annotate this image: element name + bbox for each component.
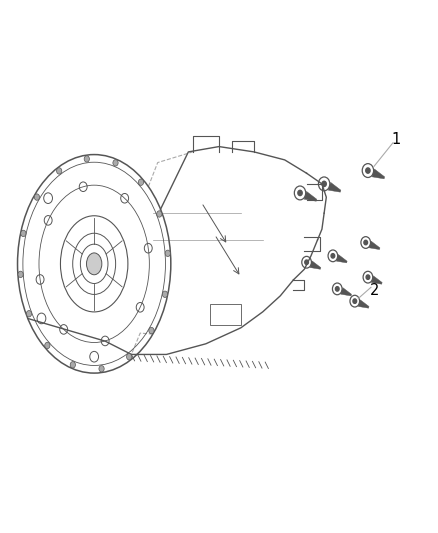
Polygon shape <box>372 169 385 179</box>
Circle shape <box>113 160 118 166</box>
Circle shape <box>26 311 32 317</box>
Circle shape <box>353 299 357 303</box>
Circle shape <box>18 271 23 278</box>
Polygon shape <box>371 276 382 284</box>
Circle shape <box>305 260 308 264</box>
Polygon shape <box>341 288 352 296</box>
Circle shape <box>99 366 104 372</box>
Ellipse shape <box>86 253 102 274</box>
Circle shape <box>366 168 370 173</box>
Circle shape <box>162 291 168 297</box>
Polygon shape <box>369 241 380 249</box>
Circle shape <box>331 254 335 258</box>
Polygon shape <box>336 255 347 263</box>
Circle shape <box>45 342 50 349</box>
Circle shape <box>127 353 132 360</box>
Circle shape <box>322 181 326 187</box>
Polygon shape <box>310 261 321 269</box>
Circle shape <box>149 327 154 334</box>
Circle shape <box>34 194 39 200</box>
Circle shape <box>298 190 302 196</box>
Circle shape <box>157 211 162 217</box>
Circle shape <box>366 275 370 279</box>
Circle shape <box>364 240 367 245</box>
Circle shape <box>138 179 144 185</box>
Circle shape <box>165 250 170 256</box>
Polygon shape <box>328 182 341 192</box>
Circle shape <box>336 287 339 291</box>
Text: 1: 1 <box>392 132 401 147</box>
Text: 2: 2 <box>370 283 379 298</box>
Circle shape <box>21 230 26 237</box>
Polygon shape <box>358 300 369 308</box>
Circle shape <box>70 361 75 368</box>
Circle shape <box>57 168 62 174</box>
Polygon shape <box>304 191 317 201</box>
Circle shape <box>84 156 89 162</box>
